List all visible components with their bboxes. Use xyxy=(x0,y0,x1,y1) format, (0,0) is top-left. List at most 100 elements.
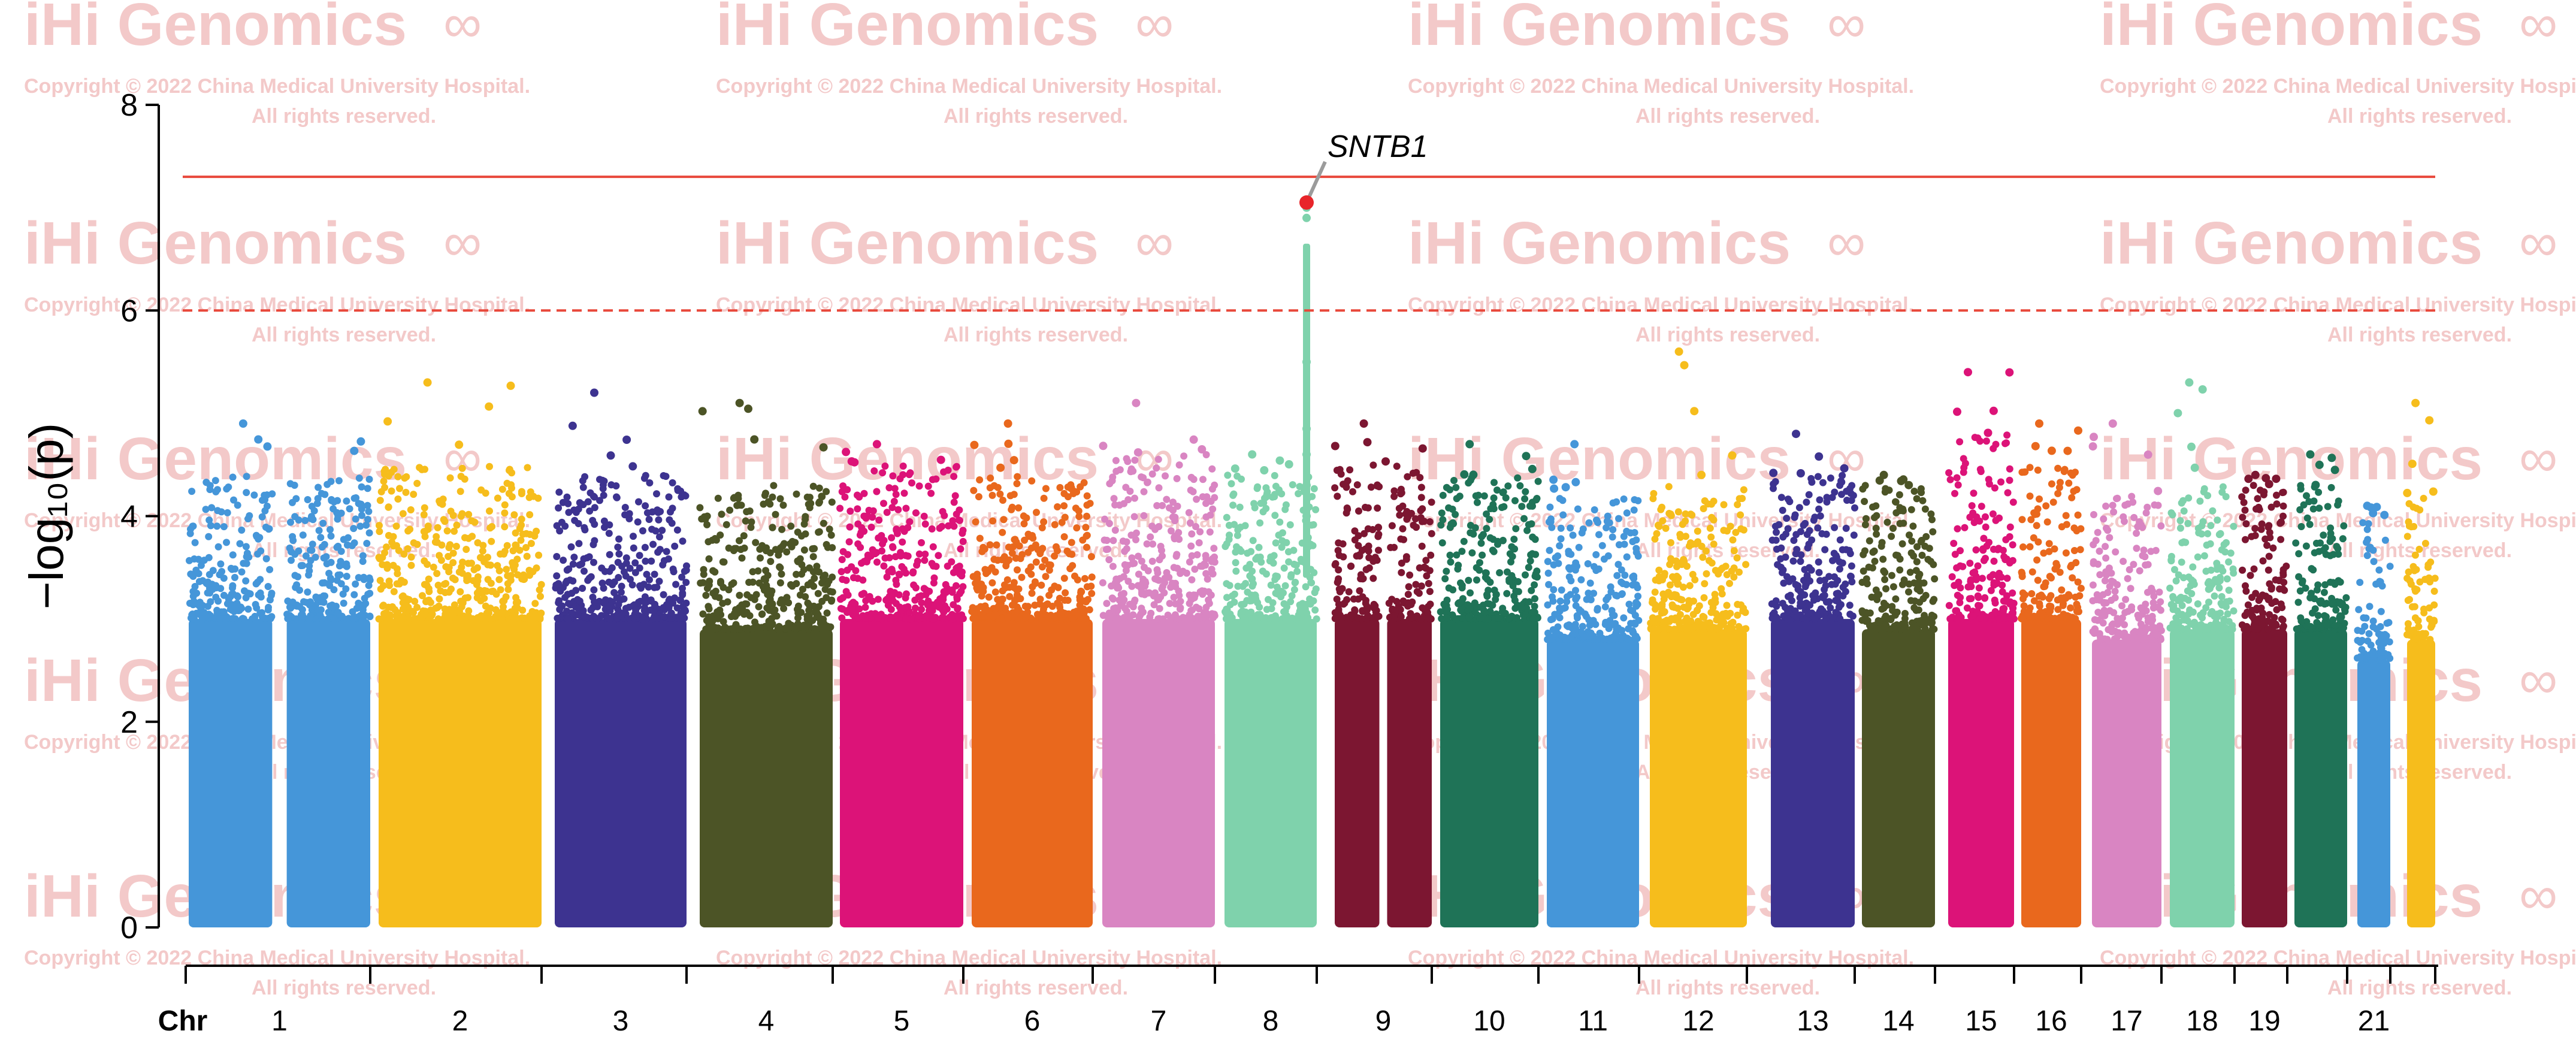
snp-point xyxy=(1807,474,1815,482)
snp-point xyxy=(1510,536,1518,543)
snp-point xyxy=(1956,438,1964,446)
snp-point xyxy=(648,557,655,565)
snp-point xyxy=(1948,573,1956,581)
chromosome-6-top-snp xyxy=(1003,419,1012,428)
snp-point xyxy=(768,615,776,622)
snp-point xyxy=(1449,586,1457,594)
snp-point xyxy=(579,483,587,491)
snp-point xyxy=(756,545,764,553)
snp-point xyxy=(2020,602,2028,610)
snp-point xyxy=(421,557,428,565)
snp-point xyxy=(760,575,768,583)
snp-point xyxy=(867,524,875,531)
snp-point xyxy=(2042,502,2050,510)
snp-point xyxy=(576,561,583,569)
snp-point xyxy=(924,482,932,490)
snp-point xyxy=(1334,492,1341,500)
snp-point xyxy=(959,537,967,545)
snp-point xyxy=(893,600,900,607)
snp-point xyxy=(1411,515,1419,522)
watermark-copyright: Copyright © 2022 China Medical Universit… xyxy=(1408,75,1914,98)
snp-point xyxy=(480,594,488,602)
snp-point xyxy=(778,570,785,578)
snp-point xyxy=(1913,625,1921,633)
snp-point xyxy=(1290,560,1298,568)
snp-point xyxy=(1077,587,1085,595)
snp-point xyxy=(648,525,656,533)
snp-point xyxy=(2206,540,2214,548)
snp-point xyxy=(304,588,312,596)
snp-point xyxy=(1970,519,1978,527)
watermark-rights: All rights reserved. xyxy=(1635,977,1820,999)
snp-point xyxy=(310,507,318,515)
snp-point xyxy=(1404,473,1411,480)
snp-point xyxy=(1504,482,1512,490)
snp-point xyxy=(1881,576,1889,584)
snp-point xyxy=(2154,486,2163,495)
snp-point xyxy=(1851,504,1858,512)
snp-point xyxy=(1963,604,1971,612)
watermark-brand: iHi Genomics xyxy=(1408,0,1791,58)
snp-point xyxy=(605,578,613,586)
snp-point xyxy=(1974,434,1982,442)
snp-point xyxy=(199,577,207,585)
snp-point xyxy=(1955,578,1963,586)
snp-point xyxy=(814,590,822,597)
chromosome-11-band xyxy=(1547,639,1639,927)
snp-point xyxy=(1631,529,1638,536)
snp-point xyxy=(1310,521,1317,528)
snp-point xyxy=(385,531,392,539)
snp-point xyxy=(1226,615,1233,622)
snp-point xyxy=(2108,628,2116,636)
chromosome-6-points xyxy=(968,419,1096,927)
snp-point xyxy=(1038,524,1046,531)
snp-point xyxy=(1503,590,1511,597)
snp-point xyxy=(1729,536,1737,544)
snp-point xyxy=(1189,435,1198,444)
snp-point xyxy=(2031,442,2040,451)
snp-point xyxy=(1438,509,1446,517)
snp-point xyxy=(330,498,338,506)
snp-point xyxy=(409,607,416,615)
snp-point xyxy=(714,494,722,502)
snp-point xyxy=(1953,407,1961,416)
snp-point xyxy=(646,479,654,486)
snp-point xyxy=(2140,636,2148,643)
snp-point xyxy=(649,540,657,548)
snp-point xyxy=(1236,503,1244,511)
snp-point xyxy=(1428,530,1435,537)
snp-point xyxy=(2105,564,2113,572)
snp-point xyxy=(950,498,958,506)
snp-point xyxy=(1249,537,1257,545)
snp-point xyxy=(818,579,826,587)
snp-point xyxy=(945,522,952,530)
snp-point xyxy=(1916,570,1924,578)
snp-point xyxy=(1773,602,1780,610)
snp-point xyxy=(1452,483,1460,491)
chromosome-9-band xyxy=(1387,619,1432,927)
snp-point xyxy=(1821,591,1828,599)
snp-point xyxy=(1849,492,1857,499)
snp-point xyxy=(352,515,359,523)
snp-point xyxy=(2048,480,2055,488)
snp-point xyxy=(1459,595,1467,603)
snp-point xyxy=(445,588,453,596)
snp-point xyxy=(320,554,328,562)
chromosome-2-points xyxy=(375,378,545,927)
snp-point xyxy=(1270,613,1278,621)
snp-point xyxy=(725,586,733,594)
snp-point xyxy=(1887,615,1895,622)
snp-point xyxy=(2137,620,2145,628)
snp-point xyxy=(2111,588,2119,595)
snp-point xyxy=(806,494,814,501)
snp-point xyxy=(1565,548,1573,555)
snp-point xyxy=(1850,531,1858,539)
snp-point xyxy=(1008,506,1015,513)
snp-point xyxy=(1044,613,1052,621)
snp-point xyxy=(1881,625,1889,633)
snp-point xyxy=(660,591,667,598)
snp-point xyxy=(1672,557,1680,565)
snp-point xyxy=(2002,597,2010,605)
snp-point xyxy=(2001,556,2009,563)
